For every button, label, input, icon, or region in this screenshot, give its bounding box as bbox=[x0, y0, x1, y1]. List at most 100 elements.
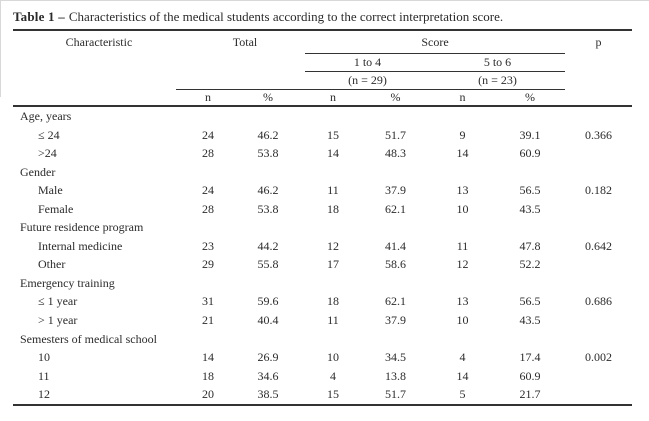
table-caption: Table 1 – Characteristics of the medical … bbox=[13, 8, 638, 25]
cell-score56-pct: 43.5 bbox=[519, 201, 541, 216]
cell-score14-pct: 41.4 bbox=[385, 238, 406, 253]
cell-score14-pct: 37.9 bbox=[385, 313, 406, 328]
group-header-row: Gender bbox=[13, 163, 632, 182]
cell-p-value: 0.002 bbox=[585, 350, 612, 365]
header-score-range-5to6: 5 to 6 bbox=[483, 55, 512, 69]
table-row: 11 18 34.6 4 13.8 14 60.9 bbox=[13, 367, 632, 386]
row-label: ≤ 1 year bbox=[38, 294, 78, 309]
subheader-s14-n: n bbox=[330, 90, 336, 104]
group-header-row: Emergency training bbox=[13, 274, 632, 293]
table-row: Male 24 46.2 11 37.9 13 56.5 0.182 bbox=[13, 181, 632, 200]
characteristics-table: Characteristic Total Score p 1 to 4 5 to… bbox=[13, 29, 632, 406]
group-label: Emergency training bbox=[20, 275, 115, 290]
header-row-main: Characteristic Total Score p bbox=[13, 32, 632, 53]
header-characteristic: Characteristic bbox=[65, 35, 133, 49]
cell-total-pct: 26.9 bbox=[257, 350, 279, 365]
subheader-total-n: n bbox=[205, 90, 211, 104]
cell-total-pct: 59.6 bbox=[257, 294, 279, 309]
cell-score56-pct: 39.1 bbox=[519, 127, 541, 142]
cell-total-pct: 44.2 bbox=[257, 238, 279, 253]
cell-p-value: 0.686 bbox=[585, 294, 612, 309]
cell-total-pct: 46.2 bbox=[257, 183, 279, 198]
subheader-s14-pct: % bbox=[390, 90, 401, 104]
row-label: Male bbox=[38, 183, 63, 198]
cell-total-n: 24 bbox=[202, 127, 214, 142]
cell-score56-n: 10 bbox=[456, 313, 469, 328]
table-row: ≤ 1 year 31 59.6 18 62.1 13 56.5 0.686 bbox=[13, 292, 632, 311]
group-label: Future residence program bbox=[20, 220, 144, 235]
cell-p-value bbox=[565, 367, 632, 386]
cell-score56-pct: 52.2 bbox=[519, 257, 541, 272]
table-row: > 1 year 21 40.4 11 37.9 10 43.5 bbox=[13, 311, 632, 330]
table-row: ≤ 24 24 46.2 15 51.7 9 39.1 0.366 bbox=[13, 126, 632, 145]
rule-top bbox=[13, 29, 632, 31]
cell-total-n: 21 bbox=[202, 313, 214, 328]
cell-score14-pct: 48.3 bbox=[385, 146, 406, 161]
cell-total-pct: 53.8 bbox=[257, 201, 279, 216]
subheader-total-pct: % bbox=[263, 90, 273, 104]
cell-total-n: 24 bbox=[202, 183, 214, 198]
cell-total-n: 29 bbox=[202, 257, 214, 272]
cell-score14-n: 14 bbox=[327, 146, 339, 161]
row-label: Internal medicine bbox=[38, 238, 123, 253]
cell-score56-n: 9 bbox=[459, 127, 466, 142]
cell-total-n: 18 bbox=[202, 368, 214, 383]
row-label: >24 bbox=[38, 146, 57, 161]
table-caption-text: Characteristics of the medical students … bbox=[68, 9, 504, 24]
row-label: Other bbox=[38, 257, 66, 272]
cell-score14-n: 18 bbox=[327, 294, 339, 309]
group-header-row: Age, years bbox=[13, 107, 632, 126]
cell-score56-pct: 56.5 bbox=[519, 183, 541, 198]
table-row: 12 20 38.5 15 51.7 5 21.7 bbox=[13, 385, 632, 404]
table-row: Female 28 53.8 18 62.1 10 43.5 bbox=[13, 200, 632, 219]
header-total: Total bbox=[232, 35, 258, 49]
row-label: 10 bbox=[38, 350, 50, 365]
rule-header-bottom bbox=[13, 105, 632, 107]
cell-score14-n: 12 bbox=[327, 238, 339, 253]
cell-score56-pct: 21.7 bbox=[519, 387, 541, 402]
row-label: 11 bbox=[38, 368, 50, 383]
group-label: Gender bbox=[20, 164, 56, 179]
cell-score14-pct: 51.7 bbox=[385, 387, 406, 402]
header-score-n-1to4: (n = 29) bbox=[348, 73, 387, 87]
cell-score14-pct: 13.8 bbox=[385, 368, 406, 383]
row-label: Female bbox=[38, 201, 74, 216]
cell-p-value: 0.182 bbox=[585, 183, 612, 198]
cell-score56-pct: 56.5 bbox=[519, 294, 541, 309]
rule-under-score-ranges bbox=[305, 71, 565, 72]
group-header-row: Semesters of medical school bbox=[13, 330, 632, 349]
cell-total-n: 20 bbox=[202, 387, 214, 402]
cell-score56-pct: 43.5 bbox=[519, 313, 541, 328]
cell-score14-n: 4 bbox=[330, 368, 336, 383]
subheader-s56-pct: % bbox=[525, 90, 535, 104]
table-row: 10 14 26.9 10 34.5 4 17.4 0.002 bbox=[13, 348, 632, 367]
header-p: p bbox=[595, 35, 602, 49]
group-header-row: Future residence program bbox=[13, 218, 632, 237]
cell-total-n: 28 bbox=[202, 146, 214, 161]
cell-score56-n: 10 bbox=[456, 201, 469, 216]
header-score: Score bbox=[421, 35, 449, 49]
cell-total-pct: 40.4 bbox=[257, 313, 279, 328]
cell-total-pct: 53.8 bbox=[257, 146, 279, 161]
cell-score14-pct: 58.6 bbox=[385, 257, 406, 272]
table-row: Internal medicine 23 44.2 12 41.4 11 47.… bbox=[13, 237, 632, 256]
subheader-s56-n: n bbox=[459, 90, 466, 104]
cell-total-n: 23 bbox=[202, 238, 214, 253]
cell-score56-n: 5 bbox=[459, 387, 466, 402]
table-caption-number: Table 1 – bbox=[13, 9, 65, 24]
cell-p-value bbox=[565, 144, 632, 163]
cell-score14-n: 15 bbox=[327, 387, 339, 402]
cell-p-value bbox=[565, 311, 632, 330]
cell-score14-n: 11 bbox=[327, 183, 339, 198]
cell-score56-n: 13 bbox=[456, 294, 469, 309]
cell-p-value: 0.366 bbox=[585, 127, 612, 142]
group-label: Age, years bbox=[20, 109, 72, 123]
header-row-score-n: (n = 29) (n = 23) bbox=[13, 72, 632, 89]
cell-total-n: 28 bbox=[202, 201, 214, 216]
header-row-subheaders: n % n % n % bbox=[13, 90, 632, 105]
cell-score56-n: 13 bbox=[456, 183, 469, 198]
cell-score56-n: 14 bbox=[456, 146, 469, 161]
cell-score14-n: 18 bbox=[327, 201, 339, 216]
cell-total-pct: 34.6 bbox=[257, 368, 279, 383]
